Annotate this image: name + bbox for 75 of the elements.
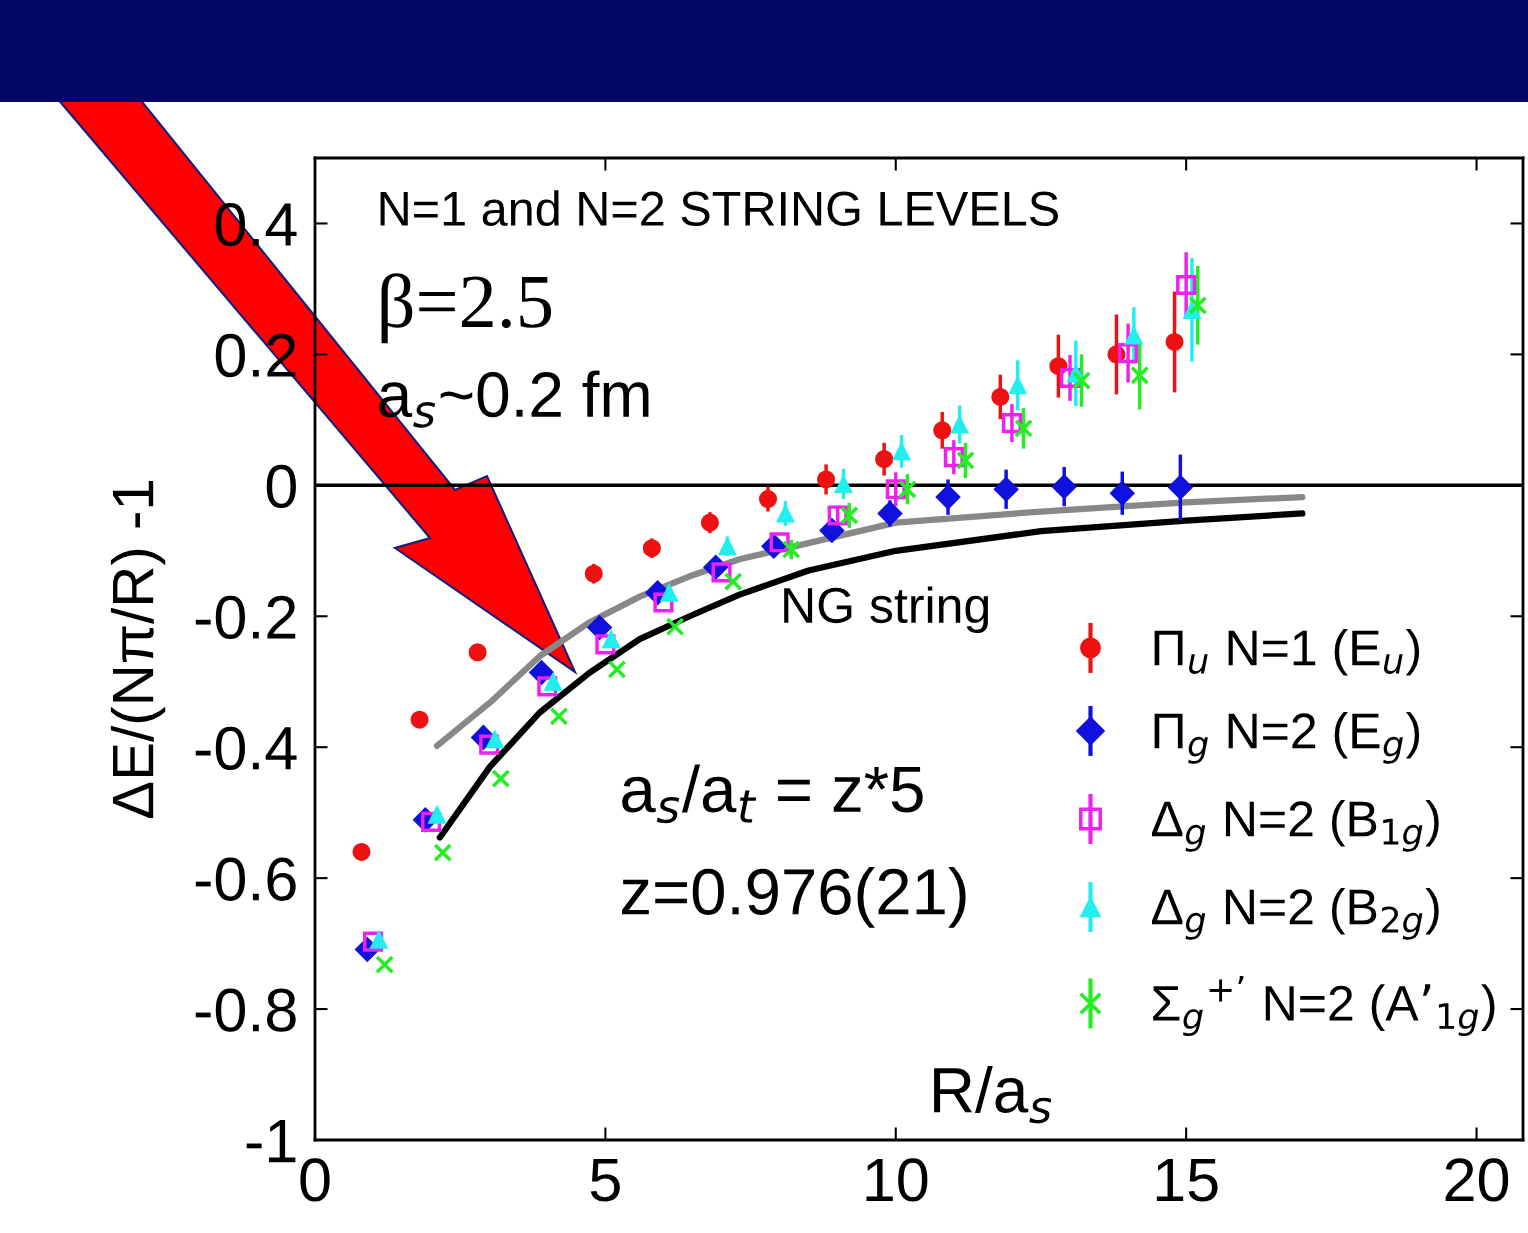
point [1188, 295, 1208, 315]
annotation: a$_{s}$~0.2 fm [379, 370, 649, 428]
point [834, 474, 853, 494]
point [427, 805, 446, 824]
point [991, 387, 1010, 406]
point [352, 842, 371, 861]
point [1130, 365, 1150, 385]
annotation: N=1 and N=2 STRING LEVELS [380, 190, 1058, 227]
point [839, 506, 859, 525]
x-tick-label: 10 [866, 1158, 928, 1202]
y-tick-label: -0.8 [195, 988, 296, 1032]
point [1014, 419, 1033, 438]
point [1165, 332, 1184, 351]
point [544, 672, 563, 691]
point [1167, 474, 1193, 500]
point [933, 421, 952, 440]
point [1109, 480, 1135, 506]
y-tick-label: -0.2 [195, 595, 296, 640]
x-axis-title: R/a$_{s}$ [934, 1066, 1052, 1124]
point [723, 572, 743, 591]
point [877, 501, 903, 526]
legend-label: Σ$_{g}$$^{+’}$ N=2 (A’$_{1g}$) [1153, 975, 1495, 1037]
point [602, 630, 621, 649]
point [935, 484, 961, 510]
point [595, 634, 616, 655]
point [1118, 343, 1139, 364]
annotation: β=2.5 [381, 273, 552, 344]
x-tick-label: 5 [590, 1158, 620, 1202]
x-tick-label: 0 [300, 1158, 330, 1202]
y-tick-label: -0.4 [195, 726, 297, 770]
x-tick-label: 20 [1445, 1158, 1509, 1202]
point [642, 539, 661, 558]
point [549, 707, 569, 726]
point [410, 710, 429, 729]
point [898, 479, 917, 499]
point [607, 659, 627, 679]
point [758, 490, 778, 509]
legend-label: Π$_{u}$ N=1 (E$_{u}$) [1154, 628, 1420, 676]
point [875, 450, 894, 469]
point [781, 540, 801, 559]
legend-label: Δ$_{g}$ N=2 (B$_{1g}$) [1151, 799, 1439, 852]
point [700, 513, 719, 532]
point [1008, 376, 1027, 395]
y-axis-title: ΔE/(Nπ/R) -1 [110, 480, 166, 819]
point [468, 643, 487, 662]
point [956, 451, 975, 470]
x-tick-label: 15 [1156, 1158, 1218, 1202]
annotation: a$_{s}$/a$_{t}$ = z*5 [622, 764, 923, 824]
point [486, 730, 505, 749]
point [369, 930, 388, 949]
point [665, 617, 685, 637]
point [1124, 326, 1143, 345]
point [892, 442, 911, 461]
point [776, 504, 795, 523]
y-tick-label: -1 [246, 1120, 296, 1163]
y-tick-label: -0.6 [195, 857, 296, 901]
point [491, 769, 511, 788]
series-label: NG string [784, 586, 989, 634]
point [537, 676, 558, 697]
point [584, 564, 603, 583]
point [817, 470, 836, 489]
point [375, 955, 395, 974]
point [718, 537, 737, 556]
point [769, 532, 790, 553]
point [433, 843, 453, 862]
legend-label: Π$_{g}$ N=2 (E$_{g}$) [1154, 711, 1420, 764]
point [1051, 474, 1077, 500]
annotation: z=0.976(21) [622, 867, 966, 928]
point [950, 415, 969, 434]
point [1072, 371, 1091, 390]
y-tick-label: 0 [266, 464, 296, 509]
point [993, 476, 1019, 502]
legend-label: Δ$_{g}$ N=2 (B$_{2g}$) [1151, 887, 1439, 940]
point [660, 583, 679, 602]
point [1176, 274, 1197, 296]
